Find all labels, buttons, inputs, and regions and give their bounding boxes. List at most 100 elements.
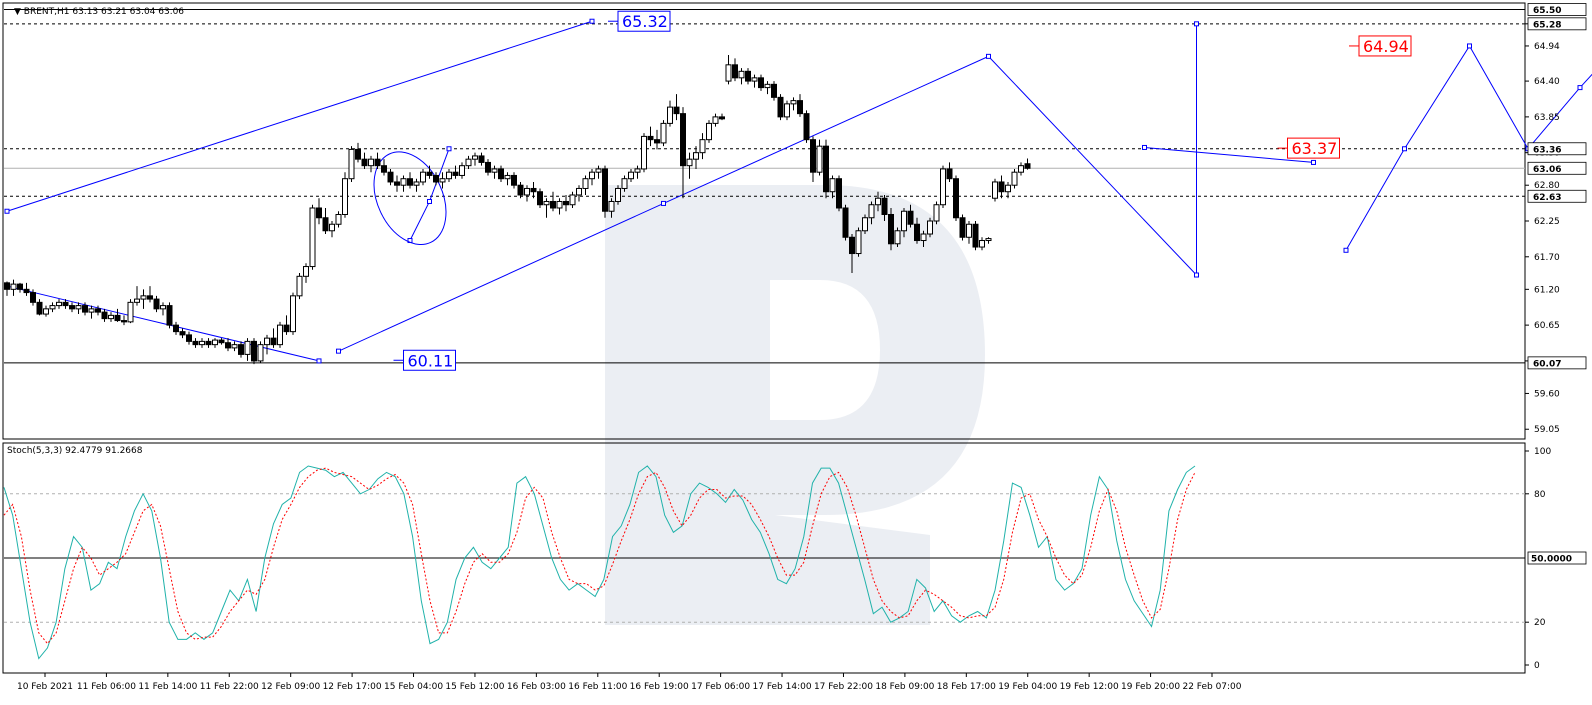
candle xyxy=(329,221,335,238)
candle xyxy=(933,201,940,225)
price-level-tag xyxy=(1527,161,1587,175)
candle xyxy=(511,172,517,189)
trend-anchor xyxy=(1467,43,1472,49)
candle xyxy=(231,341,238,352)
trend-lines xyxy=(4,18,1592,364)
candle xyxy=(953,175,959,221)
candle xyxy=(153,295,160,313)
candle xyxy=(472,152,478,166)
candle xyxy=(251,338,257,365)
candle xyxy=(95,305,101,316)
stoch-header: Stoch(5,3,3) 92.4779 91.2668 xyxy=(7,446,143,456)
candle xyxy=(160,302,166,316)
candle xyxy=(121,315,127,326)
candle xyxy=(316,198,322,225)
candle xyxy=(602,165,608,218)
price-levels xyxy=(4,9,1525,364)
price-annotation: 60.11 xyxy=(393,349,456,371)
candle xyxy=(108,312,114,322)
candle xyxy=(374,152,381,169)
candle xyxy=(706,120,712,143)
candle xyxy=(738,68,745,85)
time-tick-label: 12 Feb 17:00 xyxy=(323,682,382,692)
candle xyxy=(420,168,426,186)
svg-text:63.37: 63.37 xyxy=(1292,139,1338,158)
price-annotation: 64.94 xyxy=(1349,35,1412,57)
candle xyxy=(212,338,218,348)
candle xyxy=(615,185,621,205)
candle xyxy=(62,299,69,309)
candle xyxy=(758,74,764,91)
candle xyxy=(485,159,491,176)
price-annotation: 65.32 xyxy=(608,10,671,32)
trend-line xyxy=(1345,44,1592,251)
time-tick-label: 17 Feb 14:00 xyxy=(753,682,812,692)
candle xyxy=(868,201,875,225)
trend-anchor xyxy=(446,146,452,152)
candle xyxy=(1024,158,1031,170)
candle xyxy=(361,152,368,169)
candle xyxy=(426,165,433,179)
candle xyxy=(745,68,751,85)
ellipse-marker xyxy=(373,151,447,246)
candle xyxy=(400,175,407,192)
trend-anchor xyxy=(427,198,432,204)
time-tick-label: 11 Feb 06:00 xyxy=(77,682,136,692)
candle xyxy=(36,299,43,316)
candle xyxy=(764,81,771,95)
candle xyxy=(901,207,907,238)
time-tick-label: 19 Feb 04:00 xyxy=(998,682,1057,692)
candle xyxy=(478,152,485,166)
price-y-axis: 65.2864.9464.4063.8563.3062.8062.2561.70… xyxy=(1525,3,1587,435)
stoch-mid-tag-label: 50.0000 xyxy=(1531,555,1572,565)
candle xyxy=(283,315,290,335)
candle xyxy=(608,198,615,218)
candle xyxy=(407,172,413,189)
candle xyxy=(342,172,348,218)
candle xyxy=(829,175,836,199)
candle xyxy=(712,113,719,127)
stoch-series xyxy=(3,465,1196,660)
symbol-header: ▼ BRENT,H1 63.13 63.21 63.04 63.06 xyxy=(14,7,184,17)
candle xyxy=(381,159,387,176)
candle xyxy=(680,107,686,199)
candle xyxy=(628,168,634,182)
trend-line xyxy=(6,285,320,362)
candle xyxy=(751,74,758,88)
candle xyxy=(498,165,504,182)
candle xyxy=(355,142,361,163)
candle xyxy=(732,58,738,82)
candle xyxy=(10,279,17,296)
trend-anchor xyxy=(1142,144,1147,150)
candle xyxy=(725,55,732,85)
candle xyxy=(894,227,901,248)
candle xyxy=(452,165,459,179)
price-level-tag xyxy=(1527,3,1587,16)
candle xyxy=(1005,181,1011,199)
price-level-tag-label: 63.06 xyxy=(1533,165,1561,175)
trend-anchor xyxy=(1311,159,1316,165)
time-tick-label: 15 Feb 04:00 xyxy=(384,682,443,692)
trend-anchor xyxy=(1343,247,1349,253)
candle xyxy=(56,299,62,309)
trend-anchor xyxy=(1577,85,1583,91)
stoch-tick-label: 20 xyxy=(1534,618,1546,628)
candle xyxy=(959,214,966,241)
candle xyxy=(465,155,472,169)
price-level-tag-label: 63.36 xyxy=(1533,145,1561,155)
candle xyxy=(173,321,179,335)
candle xyxy=(667,100,673,127)
price-level-tag-label: 65.50 xyxy=(1533,6,1561,16)
candle xyxy=(43,305,49,317)
candle xyxy=(582,175,589,195)
candle xyxy=(446,168,452,182)
candle xyxy=(673,94,680,121)
candle xyxy=(784,100,790,121)
trend-line xyxy=(338,55,1197,352)
candles xyxy=(4,55,1031,365)
time-tick-label: 18 Feb 09:00 xyxy=(875,682,934,692)
candle xyxy=(693,146,699,169)
svg-text:64.94: 64.94 xyxy=(1363,37,1409,56)
time-axis: 10 Feb 2021 11 Feb 06:00 11 Feb 14:00 11 Fe… xyxy=(17,673,1242,692)
stoch-mid-tag xyxy=(1527,551,1587,565)
